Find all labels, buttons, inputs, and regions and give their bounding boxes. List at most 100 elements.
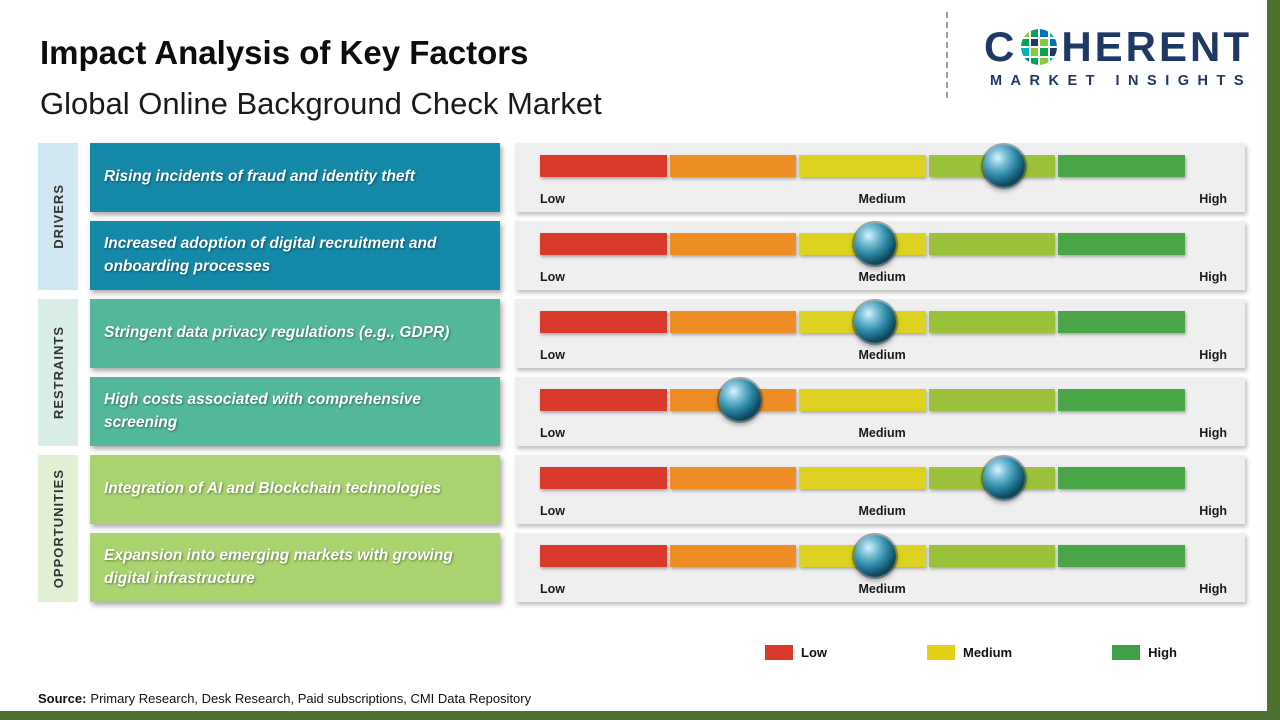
impact-scale-bar (540, 457, 1185, 499)
scale-segment-low-medium (669, 311, 797, 333)
factor-box-driver-2: Increased adoption of digital recruitmen… (90, 221, 500, 290)
impact-marker (983, 145, 1026, 187)
header-divider (946, 12, 948, 98)
scale-segment-low-medium (669, 233, 797, 255)
factor-row: Rising incidents of fraud and identity t… (90, 143, 1245, 212)
factor-text: High costs associated with comprehensive… (104, 391, 421, 431)
scale-segment-low (540, 311, 667, 333)
scale-labels: Low Medium High (540, 270, 1227, 284)
scale-label-low: Low (540, 504, 565, 518)
scale-label-medium: Medium (858, 426, 906, 440)
brand-logo: C HERENT MARKET INSIGHTS (983, 23, 1252, 90)
scale-segment-low (540, 155, 667, 177)
factor-box-opportunity-1: Integration of AI and Blockchain technol… (90, 455, 500, 524)
scale-segment-low (540, 467, 667, 489)
impact-gauge: Low Medium High (515, 533, 1245, 602)
scale-segment-low (540, 545, 667, 567)
factor-text: Rising incidents of fraud and identity t… (104, 168, 415, 186)
scale-labels: Low Medium High (540, 504, 1227, 518)
legend-item-low: Low (765, 645, 827, 660)
scale-labels: Low Medium High (540, 426, 1227, 440)
impact-gauge: Low Medium High (515, 143, 1245, 212)
scale-labels: Low Medium High (540, 348, 1227, 362)
category-strip-opportunities: OPPORTUNITIES (38, 455, 78, 602)
impact-scale-bar (540, 535, 1185, 577)
scale-label-medium: Medium (858, 348, 906, 362)
scale-segment-low-medium (669, 155, 797, 177)
impact-scale-bar (540, 379, 1185, 421)
mosaic-o-icon (1021, 29, 1058, 65)
scale-labels: Low Medium High (540, 192, 1227, 206)
source-note: Source: Primary Research, Desk Research, … (38, 691, 531, 706)
scale-label-low: Low (540, 582, 565, 596)
scale-label-high: High (1199, 348, 1227, 362)
factor-box-restraint-1: Stringent data privacy regulations (e.g.… (90, 299, 500, 368)
scale-label-medium: Medium (858, 192, 906, 206)
impact-marker (983, 457, 1026, 499)
scale-segment-medium-high (928, 233, 1056, 255)
brand-tagline: MARKET INSIGHTS (989, 73, 1252, 89)
scale-segment-medium-high (928, 311, 1056, 333)
category-label-drivers: DRIVERS (50, 184, 66, 249)
scale-segment-medium (799, 389, 926, 411)
category-label-opportunities: OPPORTUNITIES (50, 468, 66, 589)
impact-marker (854, 535, 897, 577)
scale-segment-low-medium (669, 467, 797, 489)
impact-gauge: Low Medium High (515, 455, 1245, 524)
factor-text: Expansion into emerging markets with gro… (104, 547, 453, 587)
scale-label-medium: Medium (858, 504, 906, 518)
scale-segment-low (540, 389, 667, 411)
factor-row: Integration of AI and Blockchain technol… (90, 455, 1245, 524)
factor-row: High costs associated with comprehensive… (90, 377, 1245, 446)
impact-scale-bar (540, 145, 1185, 187)
impact-scale-bar (540, 223, 1185, 265)
scale-label-high: High (1199, 504, 1227, 518)
factor-text: Stringent data privacy regulations (e.g.… (104, 324, 450, 342)
factor-rows: Rising incidents of fraud and identity t… (90, 143, 1245, 611)
factor-row: Increased adoption of digital recruitmen… (90, 221, 1245, 290)
legend-label-high: High (1148, 645, 1177, 660)
scale-segment-high (1058, 389, 1185, 411)
scale-label-high: High (1199, 582, 1227, 596)
category-label-restraints: RESTRAINTS (50, 325, 66, 420)
scale-label-high: High (1199, 192, 1227, 206)
scale-segment-high (1058, 311, 1185, 333)
right-edge-bar (1267, 0, 1280, 720)
factor-text: Integration of AI and Blockchain technol… (104, 480, 442, 498)
legend-label-low: Low (801, 645, 827, 660)
scale-label-high: High (1199, 270, 1227, 284)
legend-swatch-low (765, 645, 793, 660)
factor-text: Increased adoption of digital recruitmen… (104, 235, 437, 275)
scale-label-low: Low (540, 270, 565, 284)
legend: Low Medium High (765, 645, 1177, 660)
factor-row: Expansion into emerging markets with gro… (90, 533, 1245, 602)
legend-item-high: High (1112, 645, 1177, 660)
category-strip-restraints: RESTRAINTS (38, 299, 78, 446)
brand-prefix: C (983, 23, 1018, 70)
scale-segment-low (540, 233, 667, 255)
source-prefix: Source: (38, 691, 87, 706)
factor-box-opportunity-2: Expansion into emerging markets with gro… (90, 533, 500, 602)
legend-swatch-high (1112, 645, 1141, 660)
page-title: Impact Analysis of Key Factors (40, 34, 529, 71)
brand-suffix: HERENT (1061, 23, 1252, 70)
scale-segment-low-medium (669, 545, 797, 567)
factor-row: Stringent data privacy regulations (e.g.… (90, 299, 1245, 368)
scale-segment-high (1058, 233, 1185, 255)
category-strip-drivers: DRIVERS (38, 143, 78, 290)
bottom-edge-bar (0, 711, 1280, 720)
factor-box-driver-1: Rising incidents of fraud and identity t… (90, 143, 500, 212)
impact-marker (854, 223, 897, 265)
scale-label-low: Low (540, 426, 565, 440)
page-subtitle: Global Online Background Check Market (40, 86, 602, 121)
impact-marker (854, 301, 897, 343)
scale-segment-medium (799, 467, 926, 489)
scale-label-low: Low (540, 348, 565, 362)
source-text: Primary Research, Desk Research, Paid su… (90, 691, 532, 706)
scale-segment-medium-high (928, 545, 1056, 567)
scale-label-medium: Medium (858, 270, 906, 284)
scale-label-high: High (1199, 426, 1227, 440)
scale-segment-medium (799, 155, 926, 177)
legend-swatch-medium (926, 645, 955, 660)
